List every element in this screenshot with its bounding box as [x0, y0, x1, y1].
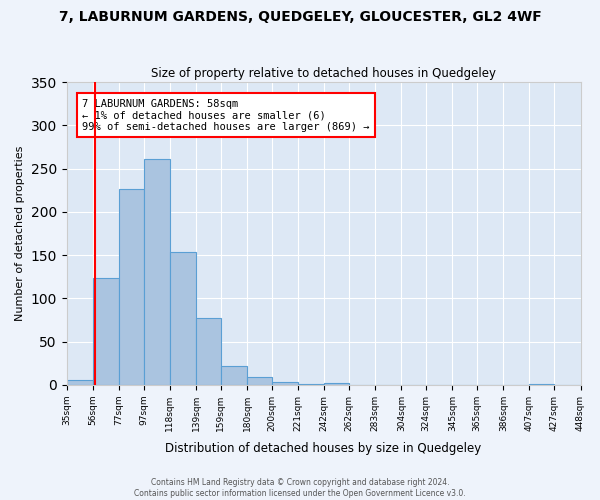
Bar: [529, 384, 554, 385]
Bar: [272, 382, 298, 385]
Bar: [119, 190, 144, 385]
Bar: [93, 278, 119, 385]
Bar: [298, 384, 324, 385]
Text: 7, LABURNUM GARDENS, QUEDGELEY, GLOUCESTER, GL2 4WF: 7, LABURNUM GARDENS, QUEDGELEY, GLOUCEST…: [59, 10, 541, 24]
Bar: [221, 366, 247, 385]
Bar: [324, 383, 349, 385]
Bar: [144, 159, 170, 385]
Bar: [170, 252, 196, 385]
Y-axis label: Number of detached properties: Number of detached properties: [15, 146, 25, 321]
Text: 7 LABURNUM GARDENS: 58sqm
← 1% of detached houses are smaller (6)
99% of semi-de: 7 LABURNUM GARDENS: 58sqm ← 1% of detach…: [82, 98, 370, 132]
Text: Contains HM Land Registry data © Crown copyright and database right 2024.
Contai: Contains HM Land Registry data © Crown c…: [134, 478, 466, 498]
Bar: [67, 380, 93, 385]
X-axis label: Distribution of detached houses by size in Quedgeley: Distribution of detached houses by size …: [166, 442, 482, 455]
Title: Size of property relative to detached houses in Quedgeley: Size of property relative to detached ho…: [151, 66, 496, 80]
Bar: [247, 377, 272, 385]
Bar: [196, 318, 221, 385]
